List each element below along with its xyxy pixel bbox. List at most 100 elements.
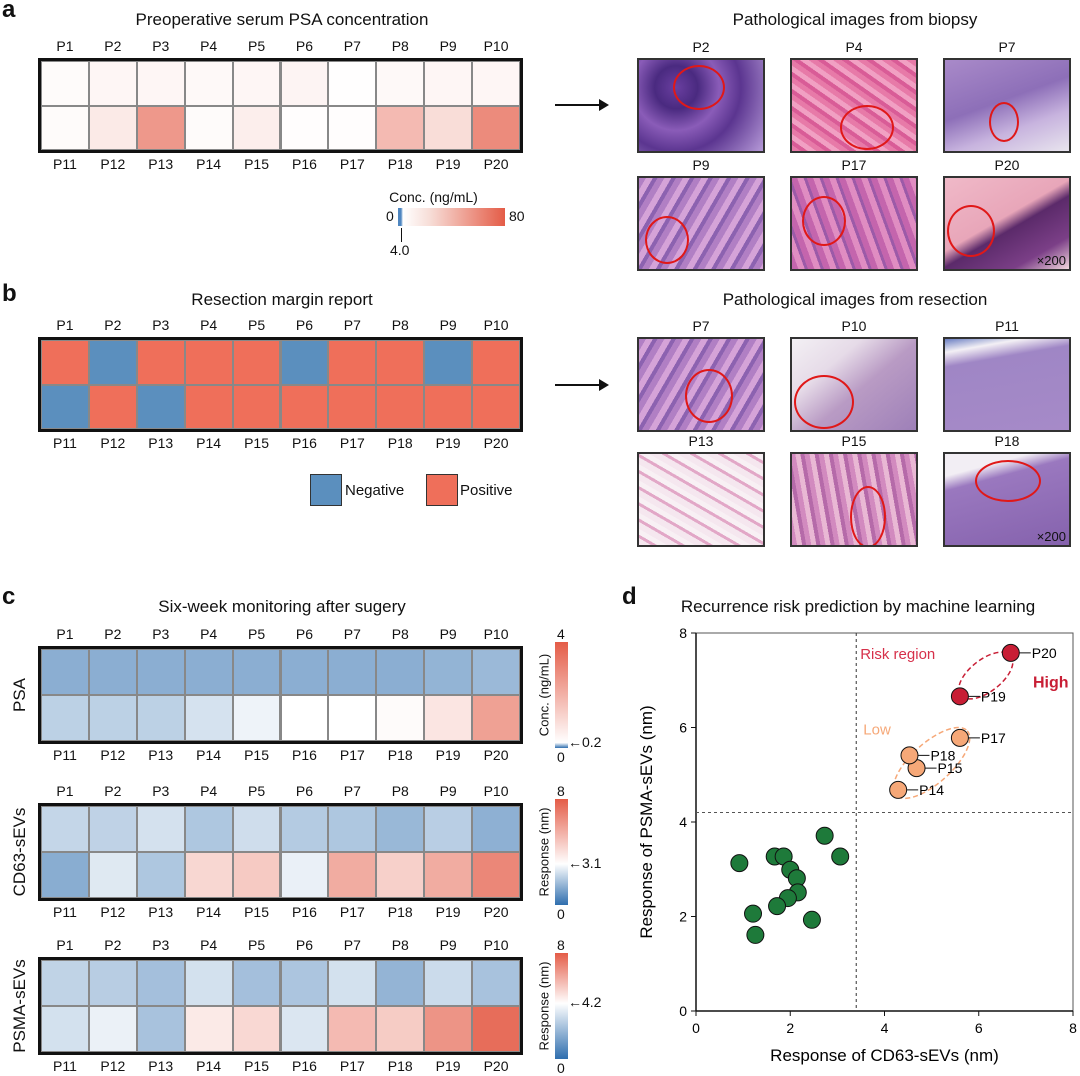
legend-positive-swatch [426,474,458,506]
column-label-bottom: P11 [53,904,77,920]
point-label: P20 [1032,645,1057,661]
roi-circle [975,460,1041,502]
column-label-top: P9 [439,626,457,642]
y-axis-label: Response of PSMA-sEVs (nm) [637,705,656,938]
heatmap-cell [136,61,185,106]
heatmap-cell [232,960,281,1006]
heatmap-cell [184,695,233,741]
heatmap-cell [184,105,233,150]
column-label-top: P10 [483,937,509,953]
point-label: P17 [981,730,1006,746]
heatmap-cell [184,806,233,852]
heatmap-cell [184,384,233,429]
panel-label-c: c [2,583,16,610]
data-point [768,897,787,916]
column-label-top: P10 [483,783,509,799]
colorbar-max: 8 [557,783,565,799]
heatmap-cell [41,105,89,150]
heatmap-cell [232,384,281,429]
column-label-bottom: P13 [148,747,174,763]
column-label-bottom: P18 [387,747,413,763]
column-label-top: P8 [391,317,409,333]
column-label-top: P7 [343,38,361,54]
x-axis-label: Response of CD63-sEVs (nm) [770,1046,999,1065]
high-risk-label: High [1033,674,1069,691]
column-label-top: P6 [295,317,313,333]
column-label-bottom: P16 [291,904,317,920]
column-label-bottom: P16 [291,1058,317,1074]
colorbar [555,953,568,1059]
column-label-top: P8 [391,626,409,642]
column-label-bottom: P11 [53,747,77,763]
column-label-top: P8 [391,38,409,54]
column-label-bottom: P17 [339,747,365,763]
heatmap-cell [136,852,185,898]
image-label: P11 [995,318,1019,334]
heatmap-cell [88,852,137,898]
legend-positive-label: Positive [460,482,513,499]
column-label-bottom: P19 [435,156,461,172]
x-tick-label: 8 [1069,1020,1077,1036]
point-label: P18 [930,747,955,763]
heatmap-cell [136,960,185,1006]
data-point [900,746,919,765]
column-label-top: P3 [152,317,170,333]
column-label-bottom: P12 [100,904,126,920]
low-risk-ellipse [892,726,971,800]
column-label-top: P9 [439,783,457,799]
pathology-image [790,337,918,432]
heatmap-cell [232,806,281,852]
column-label-bottom: P20 [483,747,509,763]
column-label-top: P8 [391,783,409,799]
heatmap-cell [184,852,233,898]
column-label-bottom: P16 [291,156,317,172]
point-label: P19 [981,688,1006,704]
legend-negative-swatch [310,474,342,506]
heatmap-cell [184,61,233,106]
column-label-top: P9 [439,937,457,953]
heatmap-cell [280,806,329,852]
column-label-top: P7 [343,783,361,799]
heatmap-cell [328,1006,377,1052]
data-point [1001,643,1020,662]
heatmap-cell [232,695,281,741]
heatmap-cell [88,105,137,150]
margin-heatmap [38,337,523,432]
column-label-top: P2 [104,937,122,953]
column-label-bottom: P17 [339,1058,365,1074]
heatmap-cell [472,695,520,741]
heatmap-cell [424,105,473,150]
plot-frame [695,632,1074,1012]
roi-circle [840,105,894,150]
column-label-top: P5 [247,783,266,799]
heatmap-cell [41,340,89,385]
column-label-bottom: P19 [435,435,461,451]
column-label-top: P1 [56,38,74,54]
column-label-top: P9 [439,38,457,54]
column-label-top: P5 [247,937,266,953]
column-label-bottom: P13 [148,156,174,172]
y-tick-label: 4 [679,814,687,830]
column-label-top: P6 [295,783,313,799]
heatmap-cell [184,1006,233,1052]
roi-circle [685,369,733,423]
column-label-bottom: P15 [244,904,270,920]
panel-label-a: a [2,0,16,23]
heatmap-cell [328,695,377,741]
x-tick-label: 2 [786,1020,794,1036]
column-label-top: P4 [200,783,218,799]
y-tick-label: 2 [679,909,687,925]
psma-heatmap [38,957,523,1055]
column-label-top: P6 [295,626,313,642]
column-label-top: P6 [295,937,313,953]
cd63-heatmap [38,803,523,901]
margin-heatmap-title: Resection margin report [191,290,373,309]
heatmap-cell [472,852,520,898]
low-risk-label: Low [863,722,891,739]
heatmap-cell [328,340,377,385]
column-label-top: P10 [483,626,509,642]
heatmap-cell [280,1006,329,1052]
preop-psa-heatmap [38,58,523,153]
y-tick-label: 8 [679,625,687,641]
colorbar-a [398,208,505,226]
